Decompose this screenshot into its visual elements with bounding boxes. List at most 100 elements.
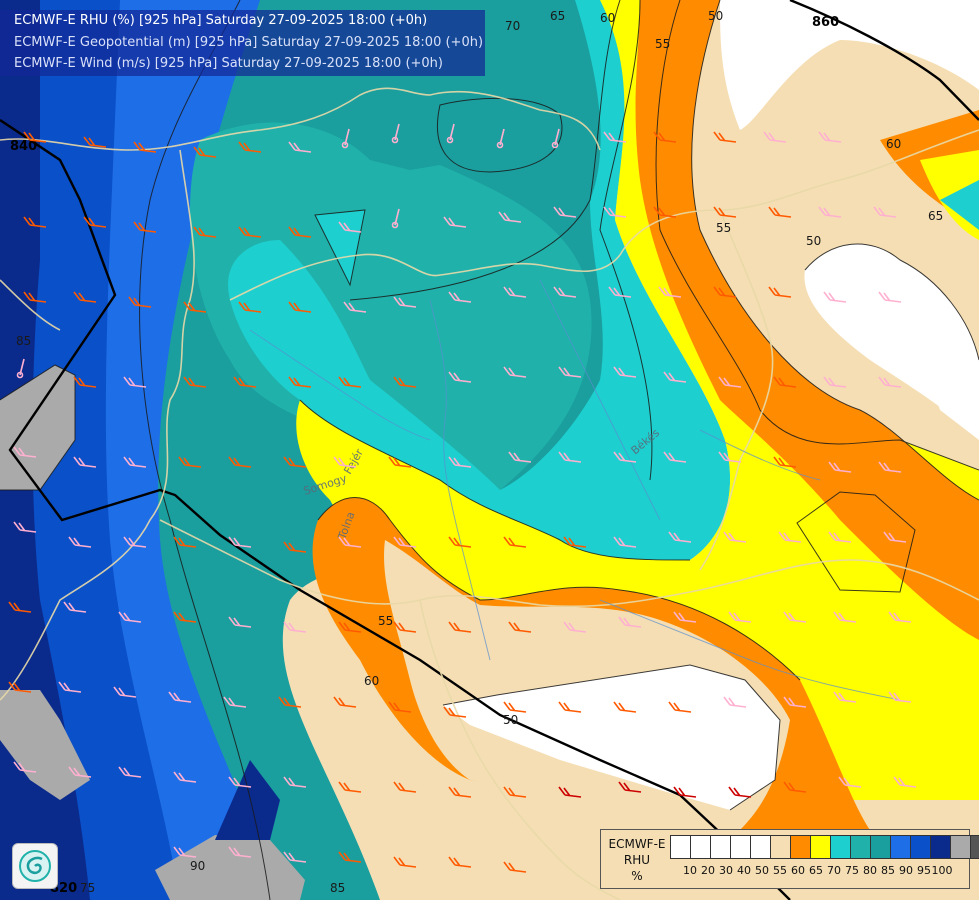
wind-barb	[83, 216, 107, 228]
wind-barb	[238, 301, 262, 313]
title-geopotential: ECMWF-E Geopotential (m) [925 hPa] Satur…	[14, 34, 484, 50]
rhu-dry-area-north	[720, 0, 979, 130]
wind-barb	[23, 216, 47, 228]
geopotential-labels: 860 840 820	[10, 15, 839, 896]
legend-tick: 30	[719, 864, 733, 877]
contour-label: 55	[716, 221, 731, 235]
wind-barb	[58, 681, 82, 693]
wind-barb	[8, 681, 32, 693]
wind-barb	[818, 131, 842, 143]
contour-label: 60	[364, 674, 379, 688]
rhu-band-55-east	[635, 0, 979, 640]
wind-barb	[823, 376, 847, 388]
wind-barb	[613, 536, 637, 548]
wind-barb	[283, 621, 307, 633]
wind-barb	[388, 456, 412, 468]
wind-barb	[783, 696, 807, 708]
wind-barb	[388, 701, 412, 713]
wind-barb	[503, 366, 527, 378]
wind-barb	[23, 131, 47, 143]
wind-barb	[443, 706, 467, 718]
wind-barb	[553, 286, 577, 298]
legend-swatch	[690, 835, 711, 859]
wind-barb	[888, 611, 912, 623]
isoline-label: 840	[10, 139, 37, 154]
wind-barb	[193, 146, 217, 158]
wind-barb	[673, 786, 697, 798]
wind-barb	[833, 611, 857, 623]
wind-barb	[448, 456, 472, 468]
wind-barb	[118, 611, 142, 623]
wind-barb	[838, 776, 862, 788]
wind-barb	[393, 536, 417, 548]
spiral-glyph	[19, 850, 51, 882]
contour-label: 75	[80, 881, 95, 895]
contour-label: 50	[503, 713, 518, 727]
wind-barb	[173, 611, 197, 623]
wind-barb	[728, 786, 752, 798]
rhu-island-65a	[315, 210, 365, 285]
rhu-band-65	[228, 0, 731, 560]
title-wind: ECMWF-E Wind (m/s) [925 hPa] Saturday 27…	[14, 56, 443, 71]
wind-barb	[133, 221, 157, 233]
wind-barb	[603, 206, 627, 218]
wind-barb	[603, 131, 627, 143]
wind-barb	[288, 301, 312, 313]
wind-barb	[828, 531, 852, 543]
wind-barb	[763, 131, 787, 143]
wind-barb	[448, 291, 472, 303]
wind-barb	[168, 691, 192, 703]
contour-label: 55	[378, 614, 393, 628]
legend-swatch	[810, 835, 831, 859]
contour-label: 70	[505, 19, 520, 33]
wind-barb	[558, 451, 582, 463]
wind-barb	[73, 291, 97, 303]
wind-barb	[508, 451, 532, 463]
rhu-legend: ECMWF-E RHU % 10 20 30 40 50 55 60 65 70 75 80 85 90…	[600, 829, 979, 889]
wind-barb	[13, 521, 37, 533]
wind-barb	[888, 691, 912, 703]
legend-tick: 20	[701, 864, 715, 877]
wind-barb	[503, 786, 527, 798]
wind-barb	[653, 206, 677, 218]
wind-barb	[778, 531, 802, 543]
wind-barb	[16, 358, 25, 379]
wind-barb	[123, 456, 147, 468]
wind-barb	[563, 536, 587, 548]
ecmwf-spiral-icon	[12, 843, 58, 889]
wind-barb	[393, 621, 417, 633]
wind-barb	[288, 376, 312, 388]
wind-barb	[341, 128, 350, 149]
legend-tick: 65	[809, 864, 823, 877]
legend-tick: 70	[827, 864, 841, 877]
contour-label: 60	[600, 11, 615, 25]
legend-swatch	[830, 835, 851, 859]
legend-swatch	[970, 835, 979, 859]
contour-label: 65	[928, 209, 943, 223]
wind-barb	[288, 226, 312, 238]
wind-barb	[338, 376, 362, 388]
wind-barb	[448, 856, 472, 868]
wind-barb	[123, 536, 147, 548]
wind-barb	[13, 446, 37, 458]
wind-barb	[613, 366, 637, 378]
rhu-contour-labels: 70 65 60 55 50 60 65 55 50 85 55 60 50 9…	[16, 9, 943, 895]
legend-swatch	[750, 835, 771, 859]
wind-barb	[878, 291, 902, 303]
wind-barb	[68, 766, 92, 778]
wind-barb	[503, 861, 527, 873]
wind-barb	[878, 461, 902, 473]
wind-barb	[663, 451, 687, 463]
legend-swatch	[710, 835, 731, 859]
wind-barb	[723, 531, 747, 543]
legend-swatch	[730, 835, 751, 859]
wind-barb	[446, 123, 455, 144]
wind-barb	[391, 208, 400, 229]
wind-barb	[668, 531, 692, 543]
wind-barb	[558, 786, 582, 798]
wind-barb	[718, 376, 742, 388]
legend-title: ECMWF-E RHU %	[605, 836, 669, 884]
contour-label: 65	[550, 9, 565, 23]
